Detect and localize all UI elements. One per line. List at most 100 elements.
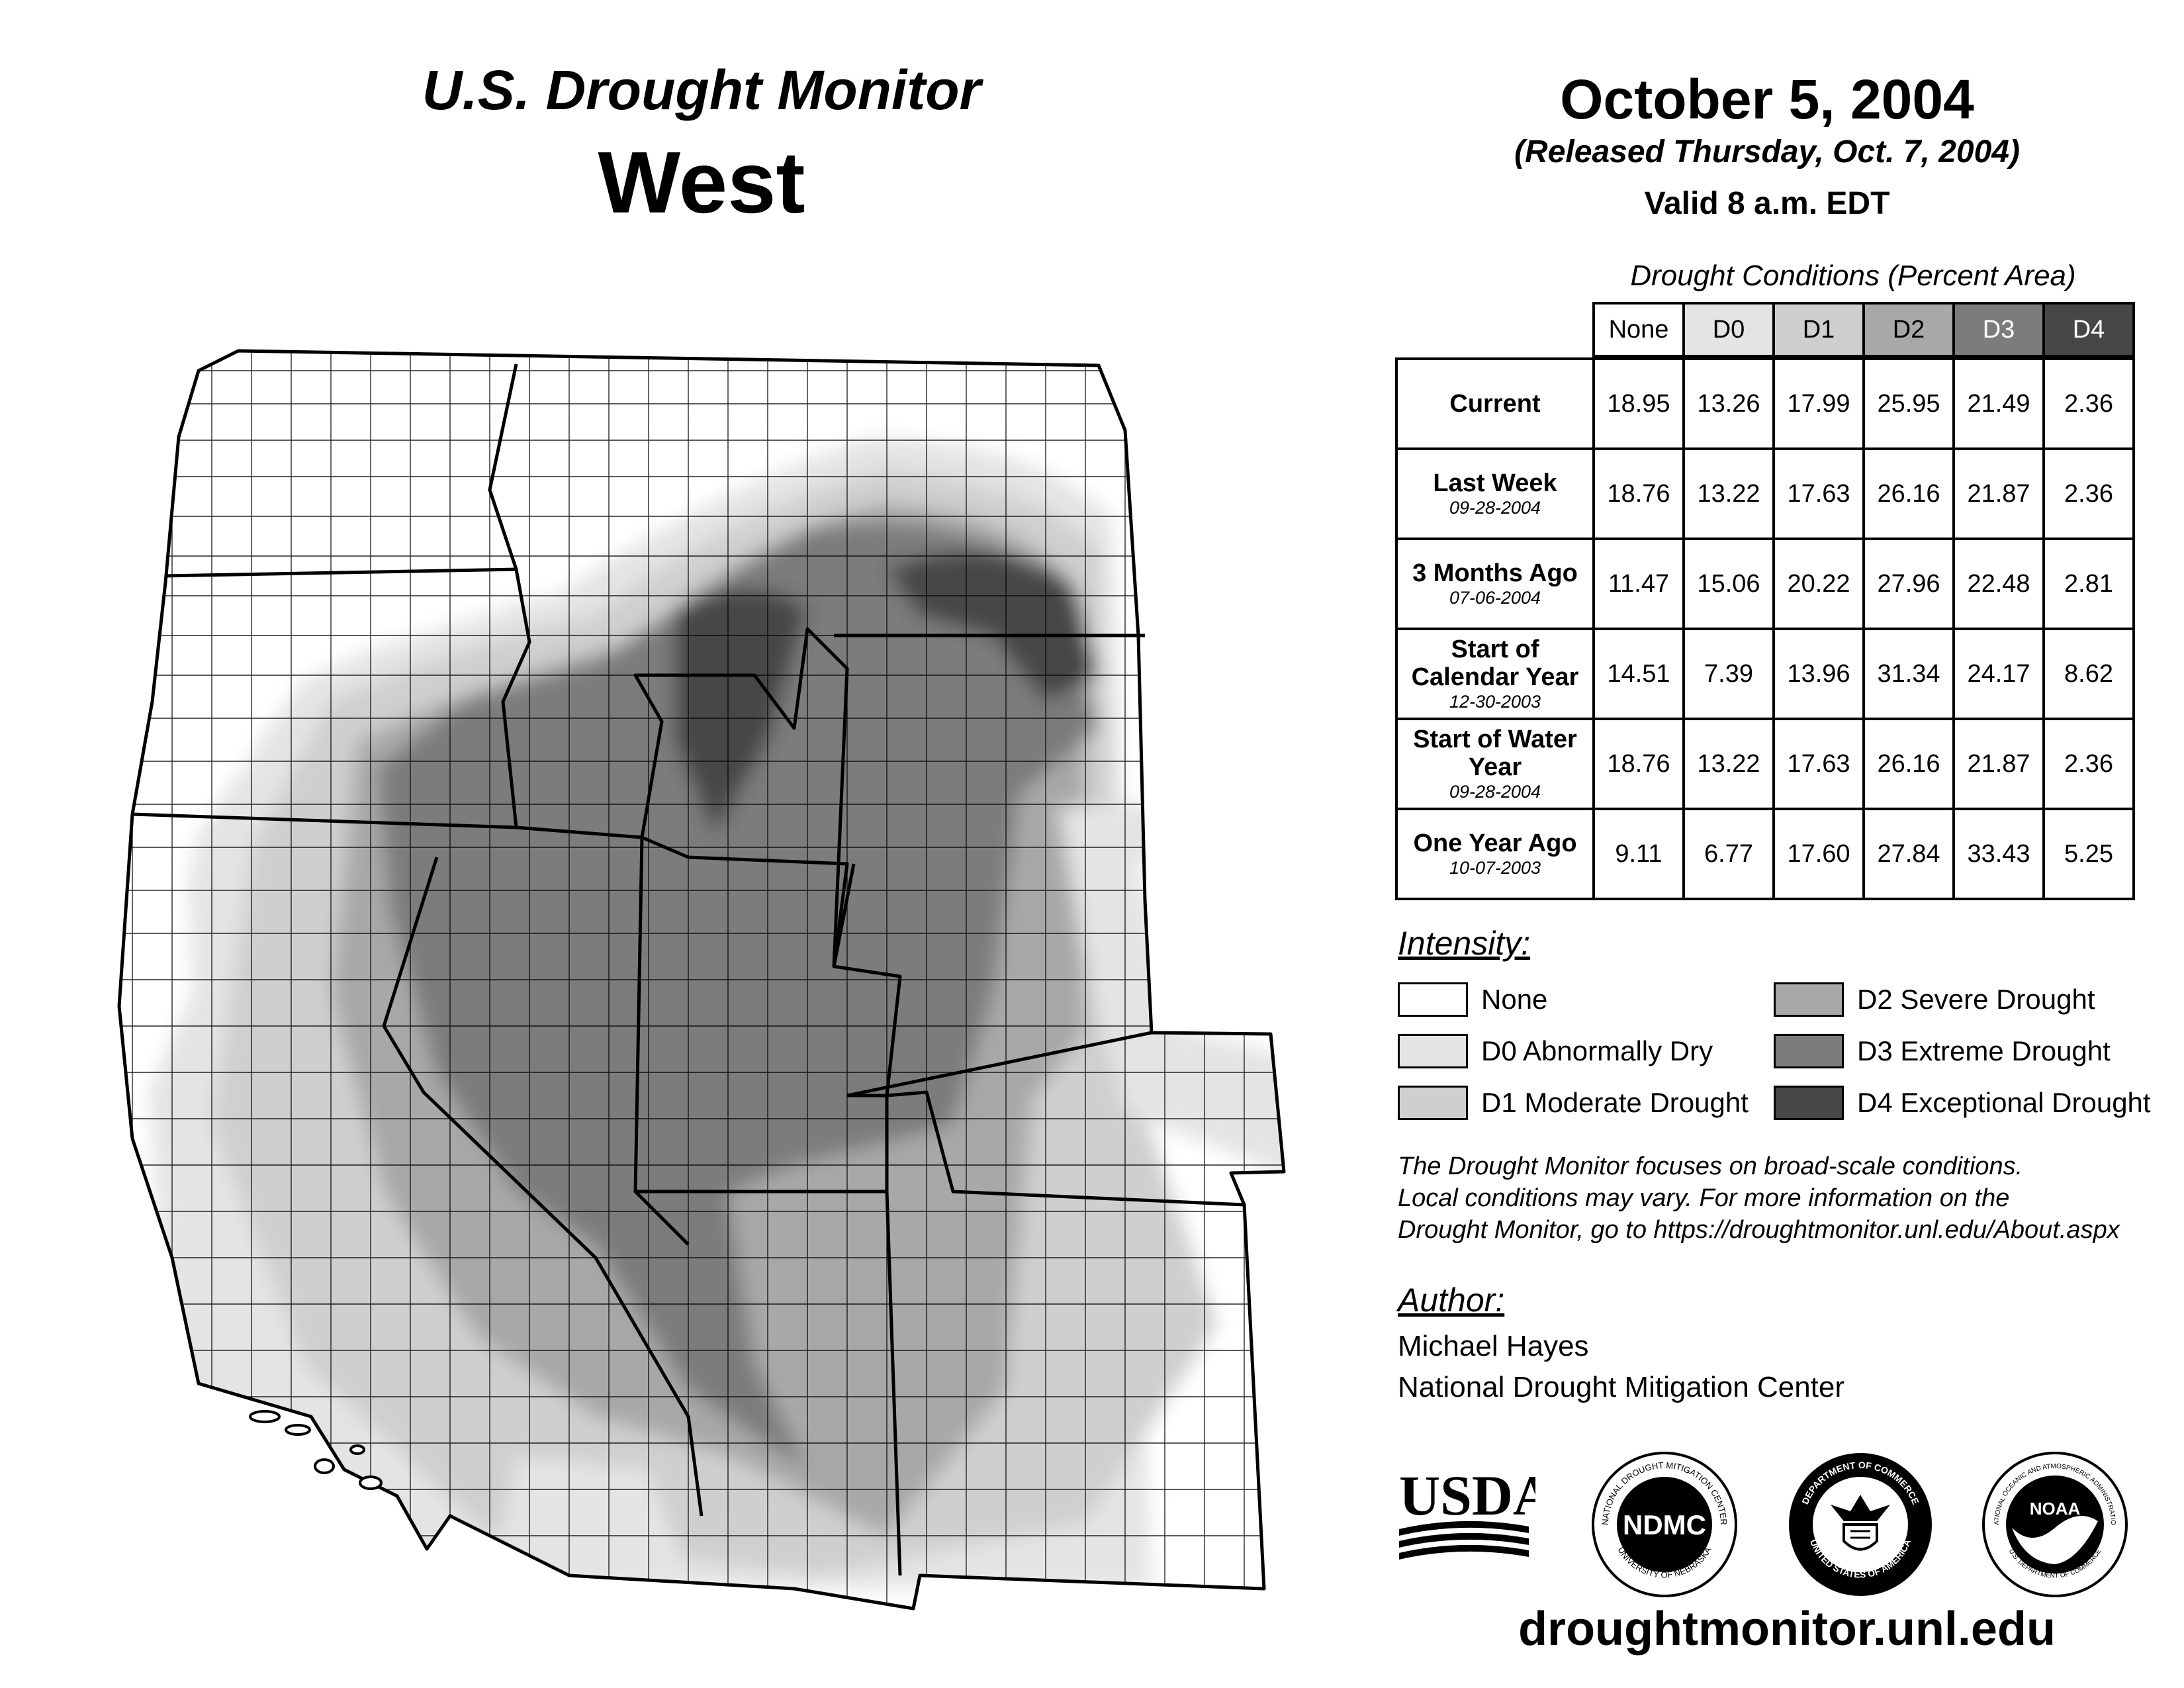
map-body <box>119 351 1284 1609</box>
table-cell: 21.87 <box>1952 718 2045 810</box>
ndmc-logo-text: NDMC <box>1623 1509 1706 1540</box>
note-line: The Drought Monitor focuses on broad-sca… <box>1398 1152 2023 1180</box>
table-cell: 9.11 <box>1592 808 1685 900</box>
legend-swatch <box>1398 1086 1468 1120</box>
table-cell: 2.81 <box>2042 538 2135 630</box>
table-cell: 17.99 <box>1772 357 1865 450</box>
release-date: (Released Thursday, Oct. 7, 2004) <box>1514 134 2020 169</box>
author-heading: Author: <box>1398 1282 1505 1319</box>
eagle-icon <box>1831 1495 1890 1521</box>
legend-swatch <box>1398 982 1468 1017</box>
row-label: Current <box>1395 357 1595 450</box>
author-block: Michael Hayes National Drought Mitigatio… <box>1398 1326 1844 1408</box>
noaa-bird-icon <box>2012 1516 2098 1564</box>
table-cell: 22.48 <box>1952 538 2045 630</box>
col-d4: D4 <box>2042 302 2135 357</box>
drought-map <box>117 349 1286 1611</box>
row-label-date: 10-07-2003 <box>1449 858 1541 878</box>
table-row-current: Current 18.95 13.26 17.99 25.95 21.49 2.… <box>1395 357 2135 450</box>
table-cell: 31.34 <box>1862 628 1955 720</box>
table-cell: 17.63 <box>1772 718 1865 810</box>
department-of-commerce-seal: DEPARTMENT OF COMMERCE UNITED STATES OF … <box>1789 1453 1932 1596</box>
table-title: Drought Conditions (Percent Area) <box>1630 259 2076 292</box>
legend-swatch <box>1774 1034 1844 1068</box>
usda-logo-text: USDA <box>1399 1464 1535 1527</box>
col-d0: D0 <box>1682 302 1775 357</box>
ndmc-logo: NATIONAL DROUGHT MITIGATION CENTER UNIVE… <box>1592 1452 1737 1597</box>
noaa-logo: NATIONAL OCEANIC AND ATMOSPHERIC ADMINIS… <box>1979 1448 2128 1597</box>
table-cell: 2.36 <box>2042 718 2135 810</box>
region-title: West <box>598 134 805 231</box>
row-label: One Year Ago 10-07-2003 <box>1395 808 1595 900</box>
legend-swatch <box>1774 1086 1844 1120</box>
table-cell: 27.84 <box>1862 808 1955 900</box>
table-cell: 15.06 <box>1682 538 1775 630</box>
legend-label: D0 Abnormally Dry <box>1481 1035 1713 1066</box>
author-name: Michael Hayes <box>1398 1330 1589 1362</box>
table-cell: 26.16 <box>1862 447 1955 540</box>
table-row-last-week: Last Week 09-28-2004 18.76 13.22 17.63 26… <box>1395 447 2135 540</box>
table-cell: 6.77 <box>1682 808 1775 900</box>
map-date: October 5, 2004 <box>1560 68 1974 130</box>
table-cell: 13.22 <box>1682 447 1775 540</box>
row-label-text: One Year Ago <box>1413 829 1577 857</box>
row-label: Start of Calendar Year 12-30-2003 <box>1395 628 1595 720</box>
table-cell: 14.51 <box>1592 628 1685 720</box>
row-label-text: Start of Water Year <box>1413 726 1577 781</box>
usda-logo: USDA <box>1399 1464 1535 1560</box>
legend-label: D4 Exceptional Drought <box>1857 1087 2151 1118</box>
table-row-one-year-ago: One Year Ago 10-07-2003 9.11 6.77 17.60 2… <box>1395 808 2135 900</box>
table-cell: 2.36 <box>2042 357 2135 450</box>
col-d2: D2 <box>1862 302 1955 357</box>
legend-label: None <box>1481 984 1548 1015</box>
table-cell: 26.16 <box>1862 718 1955 810</box>
table-cell: 18.76 <box>1592 718 1685 810</box>
table-cell: 17.60 <box>1772 808 1865 900</box>
legend-swatch <box>1774 982 1844 1017</box>
table-row-start-water-year: Start of Water Year 09-28-2004 18.76 13.2… <box>1395 718 2135 810</box>
row-label-date: 07-06-2004 <box>1449 588 1541 608</box>
table-row-3-months-ago: 3 Months Ago 07-06-2004 11.47 15.06 20.22… <box>1395 538 2135 630</box>
drought-conditions-table: None D0 D1 D2 D3 D4 Current 18.95 13.26 … <box>1395 302 2135 900</box>
table-cell: 8.62 <box>2042 628 2135 720</box>
legend-label: D2 Severe Drought <box>1857 984 2095 1015</box>
row-label-text: 3 Months Ago <box>1412 559 1578 587</box>
row-label-text: Last Week <box>1433 469 1557 497</box>
row-label-text: Current <box>1449 390 1541 418</box>
row-label-date: 09-28-2004 <box>1449 782 1541 802</box>
table-cell: 18.95 <box>1592 357 1685 450</box>
row-label-date: 09-28-2004 <box>1449 498 1541 518</box>
footer-url[interactable]: droughtmonitor.unl.edu <box>1518 1603 2056 1656</box>
row-label-date: 12-30-2003 <box>1449 692 1541 712</box>
note-line: Drought Monitor, go to https://droughtmo… <box>1398 1216 2120 1244</box>
table-cell: 17.63 <box>1772 447 1865 540</box>
author-org: National Drought Mitigation Center <box>1398 1371 1845 1403</box>
note-line: Local conditions may vary. For more info… <box>1398 1184 2010 1212</box>
table-cell: 13.22 <box>1682 718 1775 810</box>
table-corner <box>1396 303 1594 356</box>
table-cell: 33.43 <box>1952 808 2045 900</box>
table-cell: 21.49 <box>1952 357 2045 450</box>
table-cell: 24.17 <box>1952 628 2045 720</box>
disclaimer-note: The Drought Monitor focuses on broad-sca… <box>1398 1150 2165 1246</box>
col-none: None <box>1592 302 1685 357</box>
table-cell: 5.25 <box>2042 808 2135 900</box>
table-cell: 25.95 <box>1862 357 1955 450</box>
table-cell: 13.96 <box>1772 628 1865 720</box>
legend-label: D1 Moderate Drought <box>1481 1087 1749 1118</box>
table-header-row: None D0 D1 D2 D3 D4 <box>1396 302 2135 357</box>
valid-time: Valid 8 a.m. EDT <box>1644 186 1890 221</box>
table-cell: 11.47 <box>1592 538 1685 630</box>
map-title: U.S. Drought Monitor <box>422 59 981 121</box>
table-cell: 7.39 <box>1682 628 1775 720</box>
table-cell: 2.36 <box>2042 447 2135 540</box>
row-label: Last Week 09-28-2004 <box>1395 447 1595 540</box>
legend-label: D3 Extreme Drought <box>1857 1035 2111 1066</box>
col-d1: D1 <box>1772 302 1865 357</box>
legend-heading: Intensity: <box>1398 925 1531 962</box>
table-cell: 18.76 <box>1592 447 1685 540</box>
table-cell: 20.22 <box>1772 538 1865 630</box>
table-row-start-calendar-year: Start of Calendar Year 12-30-2003 14.51 7… <box>1395 628 2135 720</box>
noaa-logo-text: NOAA <box>2030 1499 2081 1519</box>
table-cell: 27.96 <box>1862 538 1955 630</box>
